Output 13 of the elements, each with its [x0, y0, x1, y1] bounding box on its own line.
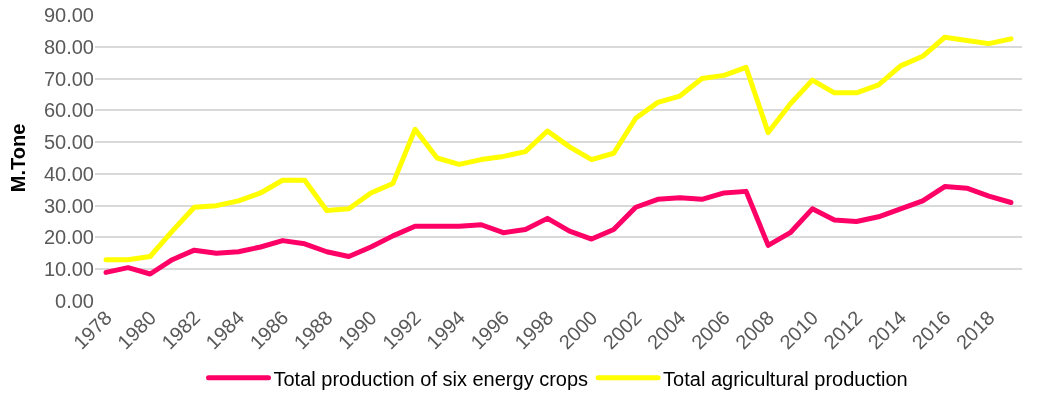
y-tick-label: 20.00: [43, 226, 94, 249]
y-tick-label: 60.00: [43, 99, 94, 122]
y-tick-label: 50.00: [43, 131, 94, 154]
y-tick-label: 70.00: [43, 67, 94, 90]
y-tick-label: 10.00: [43, 258, 94, 281]
legend-label: Total agricultural production: [663, 367, 908, 390]
y-tick-label: 30.00: [43, 194, 94, 217]
y-axis-title: M.Tone: [7, 123, 30, 193]
y-tick-label: 0.00: [55, 290, 94, 312]
y-tick-label: 80.00: [43, 35, 94, 58]
legend-label: Total production of six energy crops: [273, 367, 589, 390]
y-tick-label: 90.00: [43, 4, 94, 26]
y-tick-label: 40.00: [43, 162, 94, 185]
